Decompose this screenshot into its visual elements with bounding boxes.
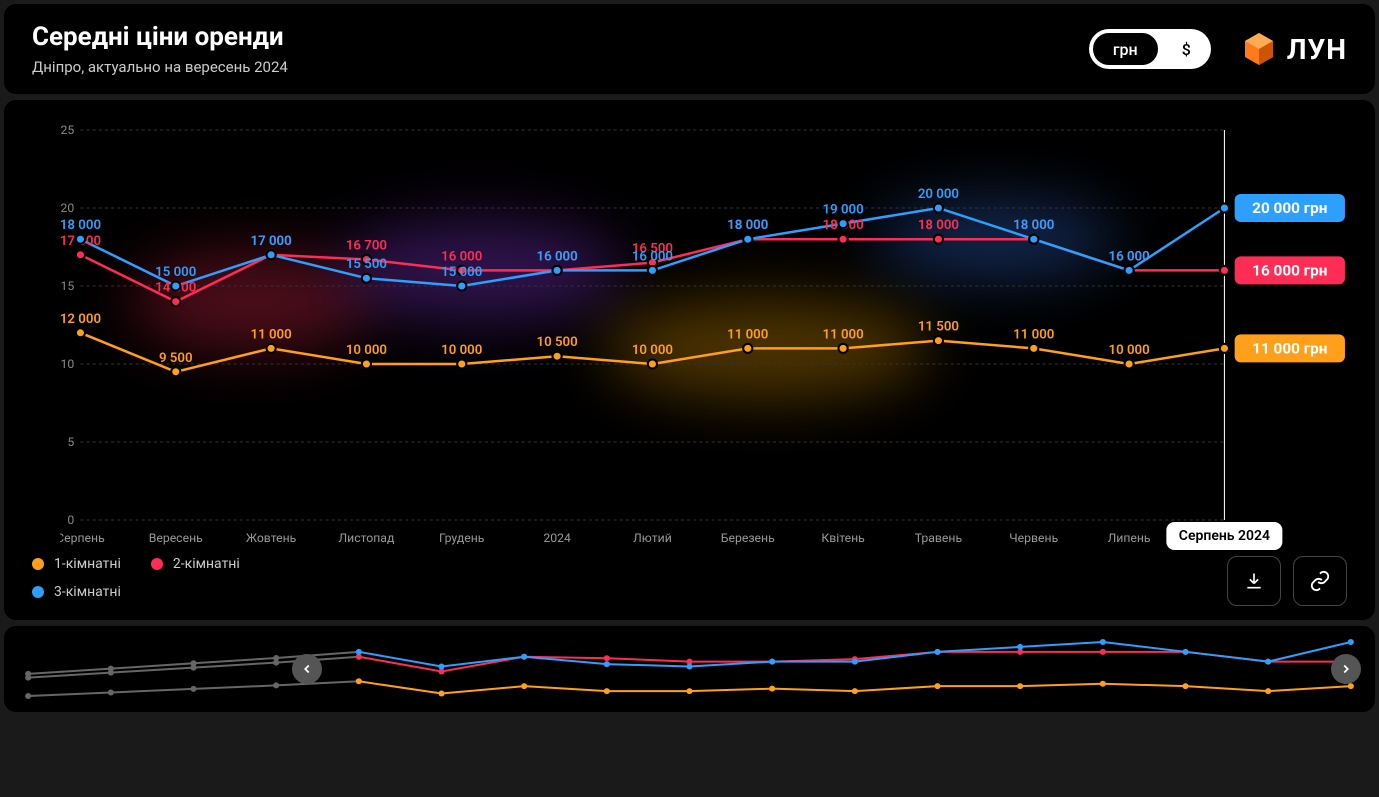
svg-text:Жовтень: Жовтень: [246, 531, 297, 545]
legend-dot-icon: [32, 586, 44, 598]
svg-text:11 000: 11 000: [250, 328, 291, 343]
timeline-card: [4, 626, 1375, 712]
svg-text:0: 0: [67, 513, 74, 527]
svg-text:10 000: 10 000: [346, 343, 387, 358]
svg-text:15 000: 15 000: [155, 265, 196, 280]
svg-text:10 000: 10 000: [632, 343, 673, 358]
chevron-right-icon: [1339, 662, 1353, 676]
logo: ЛУН: [1241, 31, 1347, 67]
svg-text:16 700: 16 700: [346, 239, 387, 254]
chart-area: 0 5 10 15 20 25 Серпень Вересень Жовтень Листопад…: [60, 120, 1347, 550]
svg-text:18 000: 18 000: [1013, 218, 1054, 233]
currency-uah-button[interactable]: грн: [1091, 31, 1160, 67]
page-title: Середні ціни оренди: [32, 22, 288, 52]
logo-text: ЛУН: [1287, 33, 1347, 66]
header-left: Середні ціни оренди Дніпро, актуально на…: [32, 22, 288, 76]
link-button[interactable]: [1293, 556, 1347, 606]
svg-text:11 000: 11 000: [727, 328, 768, 343]
svg-text:10 500: 10 500: [536, 335, 577, 350]
svg-text:Червень: Червень: [1009, 531, 1058, 545]
svg-text:16 000: 16 000: [1108, 250, 1149, 265]
svg-text:16 000: 16 000: [441, 250, 482, 265]
svg-text:Лютий: Лютий: [633, 531, 672, 545]
svg-text:5: 5: [67, 435, 74, 449]
header-card: Середні ціни оренди Дніпро, актуально на…: [4, 4, 1375, 94]
legend-label: 3-кімнатні: [54, 584, 121, 600]
chart-actions: [1227, 556, 1347, 606]
legend-label: 1-кімнатні: [54, 556, 121, 572]
svg-text:25: 25: [61, 123, 75, 137]
legend: 1-кімнатні 2-кімнатні 3-кімнатні: [32, 556, 240, 600]
svg-text:Листопад: Листопад: [338, 531, 394, 545]
svg-text:18 000: 18 000: [60, 218, 101, 233]
svg-text:11 000: 11 000: [1013, 328, 1054, 343]
svg-text:17 000: 17 000: [250, 234, 291, 249]
svg-text:15: 15: [61, 279, 75, 293]
logo-cube-icon: [1241, 31, 1277, 67]
svg-text:20 000 грн: 20 000 грн: [1252, 199, 1327, 217]
svg-text:11 000 грн: 11 000 грн: [1252, 340, 1327, 358]
page-subtitle: Дніпро, актуально на вересень 2024: [32, 58, 288, 76]
svg-text:15 500: 15 500: [346, 257, 387, 272]
svg-text:Серпень: Серпень: [60, 531, 105, 545]
header-right: грн $ ЛУН: [1089, 29, 1347, 69]
svg-text:Квітень: Квітень: [821, 531, 865, 545]
legend-item[interactable]: 3-кімнатні: [32, 584, 121, 600]
svg-text:20: 20: [61, 201, 75, 215]
currency-usd-button[interactable]: $: [1162, 29, 1211, 69]
svg-text:16 000: 16 000: [632, 250, 673, 265]
svg-text:11 500: 11 500: [918, 320, 959, 335]
svg-text:Вересень: Вересень: [149, 531, 203, 545]
timeline-next-button[interactable]: [1331, 654, 1361, 684]
chart-footer: 1-кімнатні 2-кімнатні 3-кімнатні: [32, 556, 1347, 606]
chart-svg: 0 5 10 15 20 25 Серпень Вересень Жовтень Листопад…: [60, 120, 1347, 550]
download-button[interactable]: [1227, 556, 1281, 606]
legend-item[interactable]: 1-кімнатні: [32, 556, 121, 572]
legend-label: 2-кімнатні: [173, 556, 240, 572]
hover-date-badge: Серпень 2024: [1167, 522, 1282, 550]
timeline-prev-button[interactable]: [292, 654, 322, 684]
download-icon: [1244, 571, 1264, 591]
legend-item[interactable]: 2-кімнатні: [151, 556, 240, 572]
chevron-left-icon: [300, 662, 314, 676]
svg-text:2024: 2024: [543, 531, 571, 545]
svg-text:10: 10: [61, 357, 75, 371]
legend-dot-icon: [151, 558, 163, 570]
svg-text:Травень: Травень: [915, 531, 963, 545]
svg-text:20 000: 20 000: [918, 187, 959, 202]
svg-text:16 000: 16 000: [536, 250, 577, 265]
svg-text:10 000: 10 000: [441, 343, 482, 358]
svg-text:Березень: Березень: [721, 531, 775, 545]
svg-text:18 000: 18 000: [727, 218, 768, 233]
svg-text:11 000: 11 000: [822, 328, 863, 343]
svg-text:16 000 грн: 16 000 грн: [1252, 262, 1327, 280]
legend-dot-icon: [32, 558, 44, 570]
currency-toggle[interactable]: грн $: [1089, 29, 1211, 69]
svg-text:18 000: 18 000: [918, 218, 959, 233]
svg-text:10 000: 10 000: [1108, 343, 1149, 358]
timeline-svg[interactable]: [18, 636, 1361, 702]
svg-text:12 000: 12 000: [60, 312, 101, 327]
svg-text:Липень: Липень: [1108, 531, 1151, 545]
link-icon: [1309, 570, 1331, 592]
svg-text:Грудень: Грудень: [439, 531, 485, 545]
svg-text:19 000: 19 000: [822, 203, 863, 218]
svg-text:9 500: 9 500: [159, 351, 193, 366]
svg-text:15 000: 15 000: [441, 265, 482, 280]
chart-card: 0 5 10 15 20 25 Серпень Вересень Жовтень Листопад…: [4, 100, 1375, 620]
